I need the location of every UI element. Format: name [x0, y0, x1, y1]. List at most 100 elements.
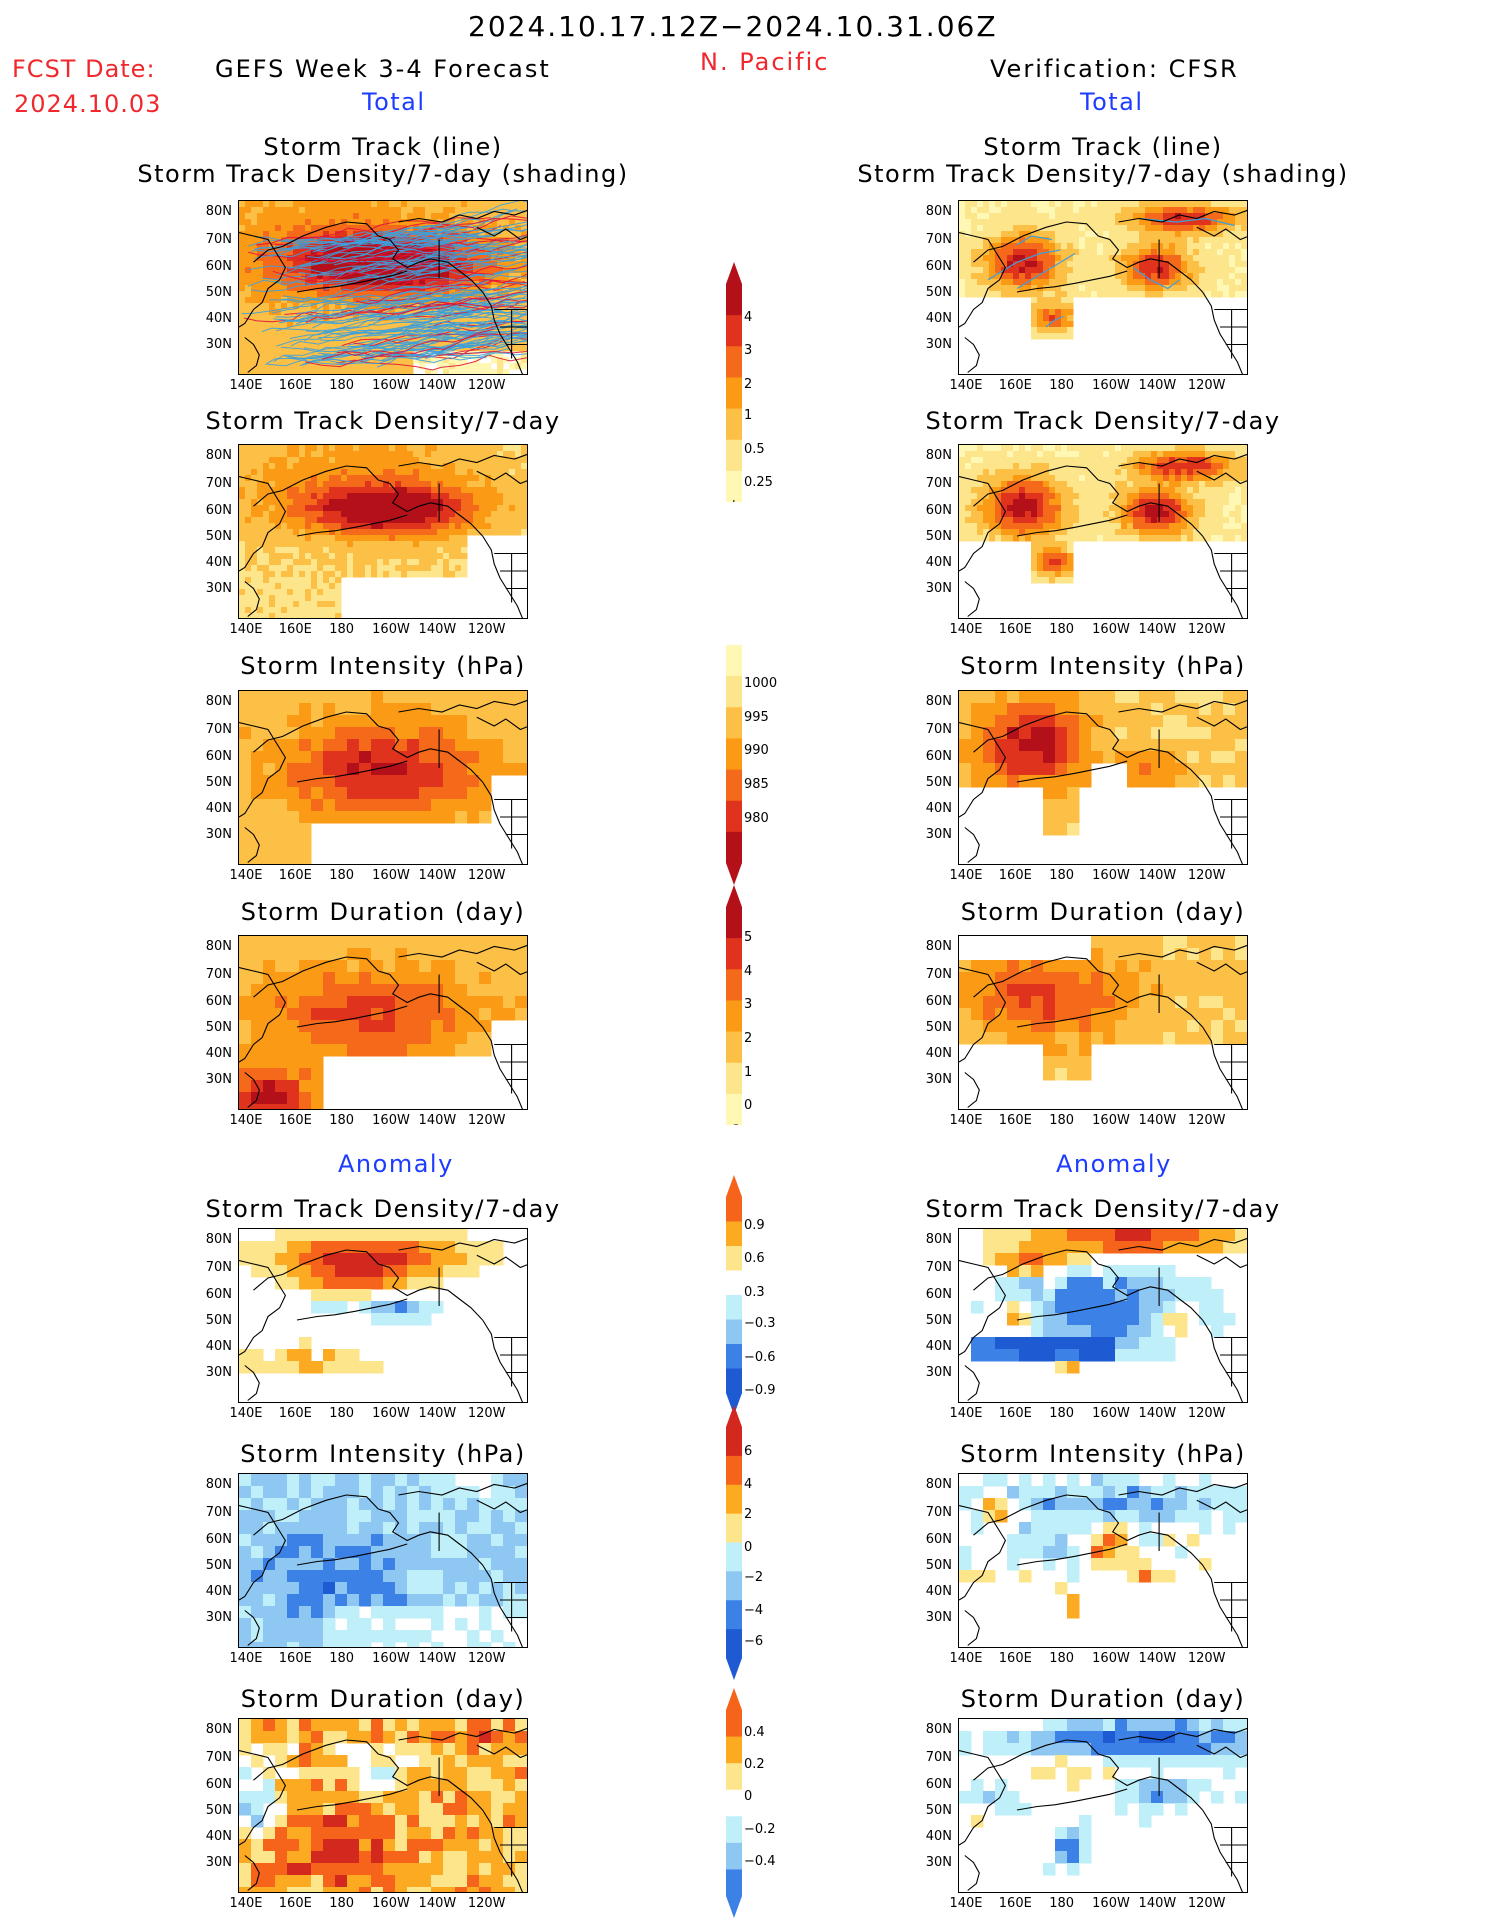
grid-cell [419, 1779, 432, 1792]
grid-cell [1157, 231, 1164, 238]
grid-cell [965, 279, 972, 286]
grid-cell [251, 339, 258, 346]
grid-cell [521, 487, 527, 494]
grid-cell [347, 1349, 360, 1362]
grid-cell [413, 445, 420, 452]
grid-cell [467, 1486, 480, 1499]
grid-cell [431, 1301, 444, 1314]
grid-cell [395, 1474, 408, 1487]
grid-cell [527, 691, 528, 704]
grid-cell [515, 475, 522, 482]
grid-cell [359, 811, 372, 824]
grid-cell [323, 1863, 336, 1876]
grid-cell [1235, 261, 1242, 268]
grid-cell [323, 369, 330, 374]
grid-cell [503, 231, 510, 238]
grid-cell [395, 936, 408, 949]
grid-cell [353, 255, 360, 262]
grid-cell [353, 469, 360, 476]
grid-cell [491, 1474, 504, 1487]
grid-cell [293, 261, 300, 268]
grid-cell [401, 541, 408, 548]
grid-cell [257, 505, 264, 512]
grid-cell [311, 369, 318, 374]
grid-cell [299, 523, 306, 530]
grid-cell [257, 231, 264, 238]
grid-cell [389, 547, 396, 554]
grid-cell [965, 201, 972, 208]
grid-cell [443, 463, 450, 470]
grid-cell [521, 357, 527, 364]
grid-cell [1079, 249, 1086, 256]
grid-cell [275, 583, 282, 590]
grid-cell [299, 231, 306, 238]
grid-cell [1193, 207, 1200, 214]
grid-cell [287, 1277, 300, 1290]
grid-cell [467, 948, 480, 961]
grid-cell [287, 469, 294, 476]
grid-cell [425, 351, 432, 358]
grid-cell [431, 1815, 444, 1828]
grid-cell [959, 225, 966, 232]
grid-cell [407, 787, 420, 800]
grid-cell [305, 613, 312, 618]
grid-cell [1049, 207, 1056, 214]
grid-cell [419, 1887, 432, 1892]
grid-cell [431, 763, 444, 776]
grid-cell [359, 207, 366, 214]
grid-cell [263, 1486, 276, 1499]
grid-cell [383, 237, 390, 244]
grid-cell [1109, 273, 1116, 280]
grid-cell [359, 1253, 372, 1266]
storm-track-line [402, 256, 527, 274]
grid-cell [1001, 219, 1008, 226]
grid-cell [455, 1008, 468, 1021]
grid-cell [245, 207, 252, 214]
grid-cell [245, 523, 252, 530]
grid-cell [299, 1863, 312, 1876]
grid-cell [527, 487, 528, 494]
grid-cell [281, 321, 288, 328]
grid-cell [515, 727, 527, 740]
grid-cell [407, 715, 420, 728]
grid-cell [431, 1803, 444, 1816]
grid-cell [509, 255, 516, 262]
grid-cell [239, 357, 246, 364]
grid-cell [1163, 207, 1170, 214]
grid-cell [311, 213, 318, 220]
grid-cell [455, 1546, 468, 1559]
grid-cell [431, 201, 438, 208]
grid-cell [335, 601, 342, 608]
grid-cell [443, 469, 450, 476]
grid-cell [347, 948, 360, 961]
grid-cell [1073, 219, 1080, 226]
grid-cell [371, 739, 384, 752]
map-panel-track-verif [958, 200, 1248, 375]
grid-cell [971, 219, 978, 226]
grid-cell [311, 291, 318, 298]
grid-cell [335, 511, 342, 518]
grid-cell [479, 475, 486, 482]
grid-cell [443, 535, 450, 542]
grid-cell [521, 363, 527, 370]
grid-cell [323, 1510, 336, 1523]
grid-cell [323, 583, 330, 590]
grid-cell [1175, 261, 1182, 268]
grid-cell [503, 369, 510, 374]
grid-cell [395, 715, 408, 728]
grid-cell [437, 469, 444, 476]
grid-cell [515, 487, 522, 494]
grid-cell [251, 1498, 264, 1511]
grid-cell [395, 1719, 408, 1732]
grid-cell [239, 339, 246, 346]
grid-cell [515, 463, 522, 470]
grid-cell [347, 303, 354, 310]
grid-cell [335, 457, 342, 464]
grid-cell [413, 481, 420, 488]
grid-cell [983, 279, 990, 286]
grid-cell [251, 505, 258, 512]
grid-cell [479, 691, 492, 704]
grid-cell [425, 553, 432, 560]
grid-cell [1127, 243, 1134, 250]
grid-cell [1061, 243, 1068, 250]
